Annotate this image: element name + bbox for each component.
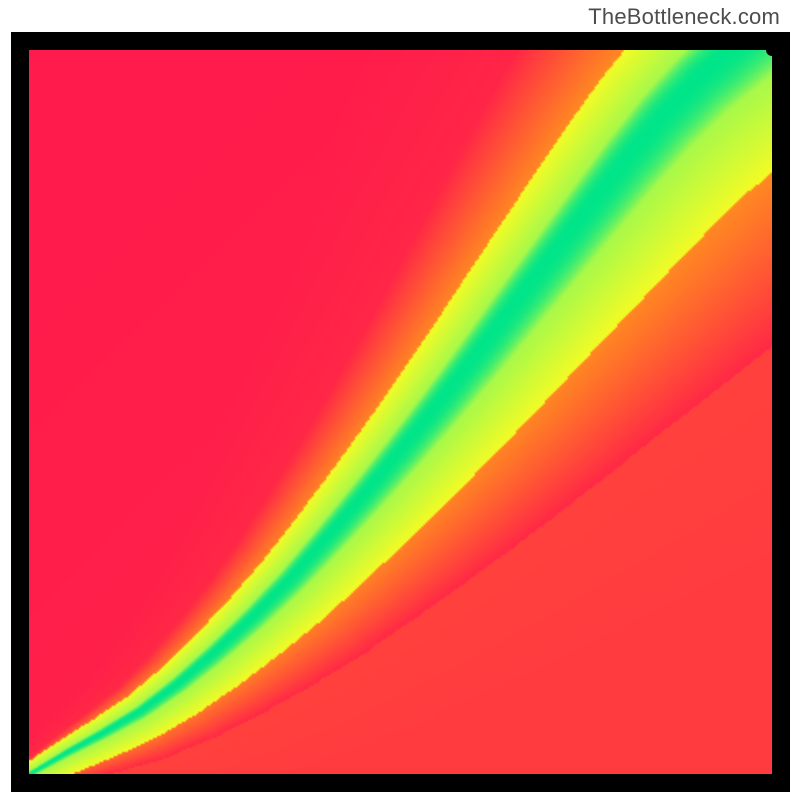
attribution-text: TheBottleneck.com [588,4,780,30]
page-root: TheBottleneck.com [0,0,800,800]
data-point-marker [766,44,778,56]
heatmap-area [29,50,772,774]
heatmap-canvas [29,50,772,774]
